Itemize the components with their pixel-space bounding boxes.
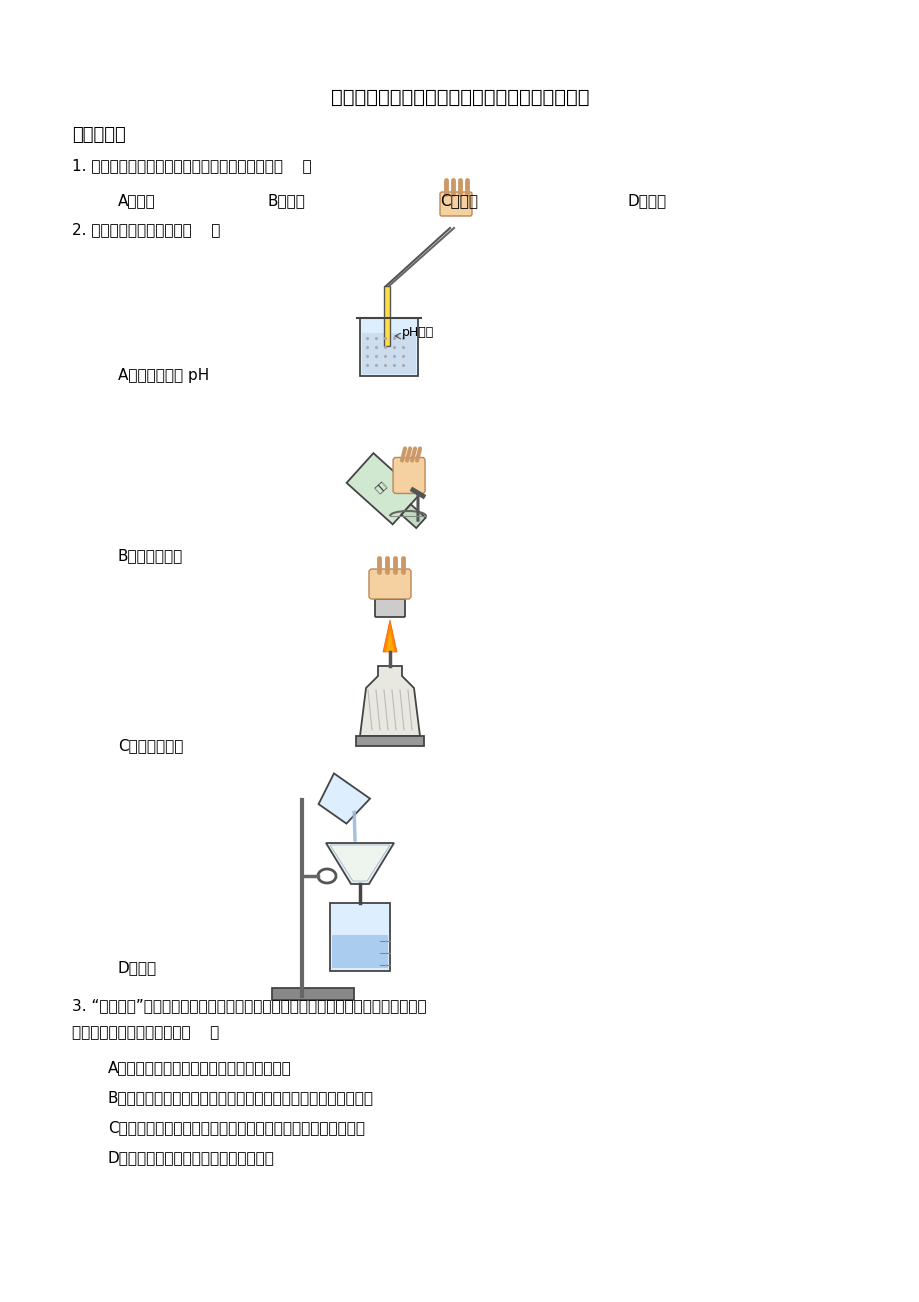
Text: 药品: 药品 — [372, 479, 388, 495]
FancyBboxPatch shape — [383, 286, 390, 346]
Text: C．熄灭酒精灯: C．熄灭酒精灯 — [118, 738, 183, 753]
Polygon shape — [401, 504, 425, 529]
Text: D．制陶: D．制陶 — [628, 193, 666, 208]
Text: C．酿酒: C．酿酒 — [439, 193, 478, 208]
FancyBboxPatch shape — [392, 457, 425, 493]
Text: A．测量溶液的 pH: A．测量溶液的 pH — [118, 368, 209, 383]
FancyBboxPatch shape — [375, 599, 404, 617]
Text: 3. “学以致用”启发我们善于用所学知识去分析、判断、解决生产生活中出现的现象和: 3. “学以致用”启发我们善于用所学知识去分析、判断、解决生产生活中出现的现象和 — [72, 999, 426, 1013]
Polygon shape — [382, 620, 397, 652]
FancyBboxPatch shape — [369, 569, 411, 599]
Text: D．进入久未开启的菜窖前先做灯火实验: D．进入久未开启的菜窖前先做灯火实验 — [108, 1150, 275, 1165]
Text: A．蒸馏水是纯天然饮品，不含任何化学物质: A．蒸馏水是纯天然饮品，不含任何化学物质 — [108, 1060, 291, 1075]
FancyBboxPatch shape — [356, 736, 424, 746]
FancyBboxPatch shape — [332, 935, 388, 967]
Text: 1. 下列中国传统文化中，没有发生化学变化的是（    ）: 1. 下列中国传统文化中，没有发生化学变化的是（ ） — [72, 158, 312, 173]
Text: B．剪纸: B．剪纸 — [267, 193, 305, 208]
Text: 问题。下列说法中正确的是（    ）: 问题。下列说法中正确的是（ ） — [72, 1025, 219, 1040]
Text: 2. 基本实验操作正确的是（    ）: 2. 基本实验操作正确的是（ ） — [72, 223, 221, 237]
FancyBboxPatch shape — [359, 318, 417, 376]
Polygon shape — [330, 845, 390, 881]
Text: 一、选择题: 一、选择题 — [72, 126, 126, 145]
Text: B．取固体药品: B．取固体药品 — [118, 548, 183, 562]
FancyBboxPatch shape — [361, 333, 415, 374]
FancyBboxPatch shape — [439, 191, 471, 216]
Polygon shape — [346, 453, 419, 525]
FancyBboxPatch shape — [272, 988, 354, 1000]
Polygon shape — [359, 667, 420, 736]
Polygon shape — [386, 630, 393, 652]
Text: B．为了避免使用煤炉取暖时发生一氧化碳中毒，在上面放一盆水: B．为了避免使用煤炉取暖时发生一氧化碳中毒，在上面放一盆水 — [108, 1090, 374, 1105]
Text: C．随着燃料的燃烧及动植物的呼吸，空气中的氧气会越来越少: C．随着燃料的燃烧及动植物的呼吸，空气中的氧气会越来越少 — [108, 1120, 365, 1135]
Polygon shape — [325, 842, 393, 884]
Text: D．过滤: D．过滤 — [118, 960, 157, 975]
Text: A．造纸: A．造纸 — [118, 193, 155, 208]
Text: pH试纸: pH试纸 — [402, 326, 434, 339]
Polygon shape — [318, 773, 369, 824]
Text: 人教版初中化学九年级上学期期末模拟试卷含答案: 人教版初中化学九年级上学期期末模拟试卷含答案 — [331, 89, 588, 107]
FancyBboxPatch shape — [330, 904, 390, 971]
